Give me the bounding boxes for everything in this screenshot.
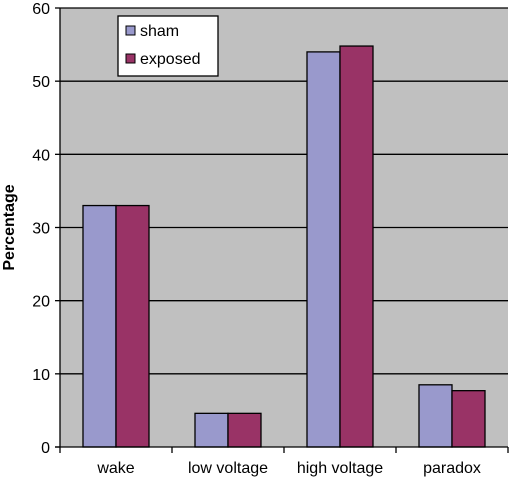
x-tick-label: low voltage (188, 460, 268, 477)
x-tick-label: paradox (423, 460, 481, 477)
bar-exposed-wake (115, 204, 150, 448)
tick-labels: 0 10 20 30 40 50 60 wake low voltage high voltage… (32, 1, 481, 477)
legend-label-sham: sham (140, 23, 179, 40)
bar-exposed-paradox (451, 390, 486, 448)
y-tick-label: 50 (32, 74, 50, 91)
bars (82, 45, 486, 448)
axes (55, 7, 509, 453)
bar-sham-low-voltage (194, 412, 229, 448)
legend: sham exposed (117, 15, 219, 77)
y-tick-label: 40 (32, 147, 50, 164)
y-axis-title: Percentage (1, 184, 18, 270)
legend-label-exposed: exposed (140, 51, 201, 68)
bar-sham-paradox (418, 384, 453, 448)
y-tick-label: 30 (32, 221, 50, 238)
legend-swatch-exposed (125, 53, 136, 64)
y-tick-label: 20 (32, 294, 50, 311)
bar-sham-wake (82, 204, 117, 448)
bar-sham-high-voltage (306, 51, 341, 448)
bar-exposed-high-voltage (339, 45, 374, 448)
y-tick-label: 0 (41, 440, 50, 457)
x-tick-label: wake (96, 460, 134, 477)
y-tick-label: 10 (32, 367, 50, 384)
x-tick-label: high voltage (297, 460, 383, 477)
y-tick-label: 60 (32, 1, 50, 18)
bar-exposed-low-voltage (227, 412, 262, 448)
legend-swatch-sham (125, 25, 136, 36)
